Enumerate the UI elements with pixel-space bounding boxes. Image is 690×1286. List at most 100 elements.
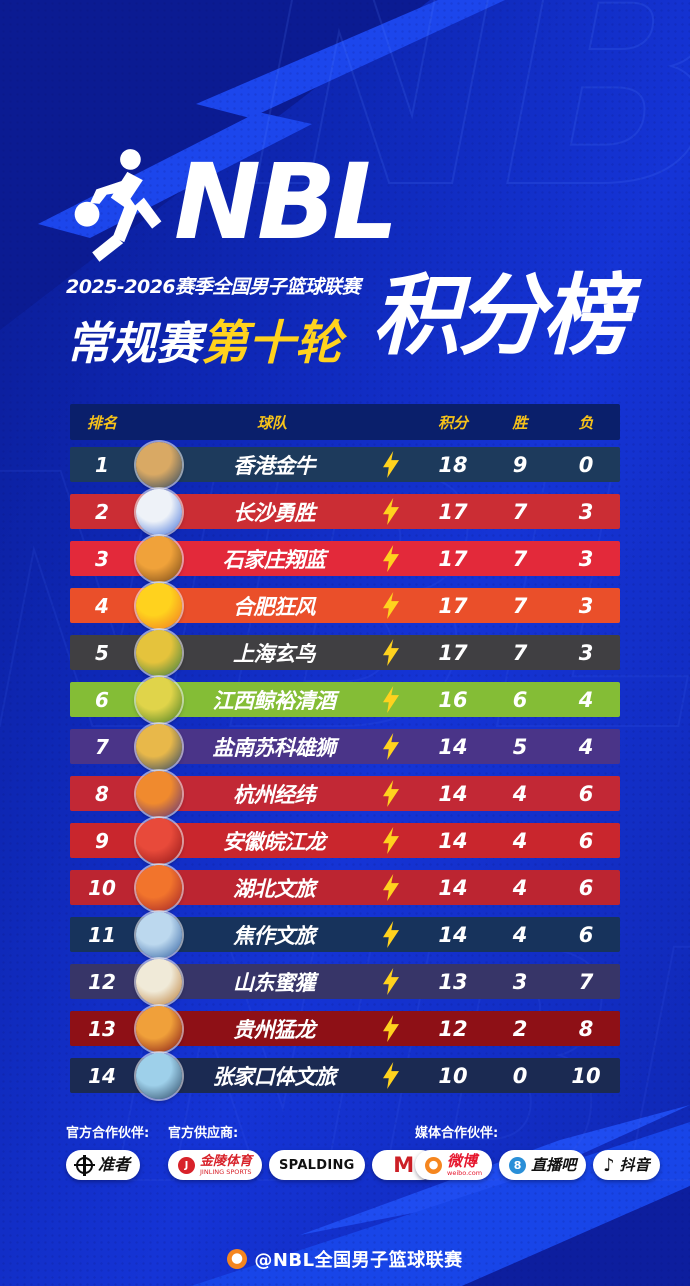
points: 17 [438, 546, 468, 571]
table-row: 7 盐南苏科雄狮 14 5 4 [70, 723, 620, 770]
zhibo8-label: 直播吧 [531, 1155, 577, 1174]
sponsor-logo-douyin: ♪ 抖音 [593, 1150, 660, 1180]
douyin-label: 抖音 [619, 1155, 650, 1174]
wins: 7 [512, 640, 528, 665]
losses: 10 [571, 1063, 601, 1088]
wins: 4 [512, 875, 528, 900]
sponsor-logo-spalding: SPALDING [269, 1150, 365, 1180]
weibo-label: 微博 weibo.com [447, 1151, 483, 1177]
points: 14 [438, 922, 468, 947]
bolt-cell [364, 639, 418, 666]
team-logo-icon [136, 770, 182, 817]
douyin-icon: ♪ [603, 1154, 615, 1176]
team-logo-icon [136, 629, 182, 676]
team-name: 香港金牛 [233, 453, 316, 478]
points: 10 [438, 1063, 468, 1088]
table-row: 4 合肥狂风 17 7 3 [70, 582, 620, 629]
jinling-sports-label: 金陵体育 JINLING SPORTS [200, 1153, 253, 1176]
rank: 9 [95, 828, 109, 853]
round-label: 第十轮 [201, 316, 343, 371]
bolt-cell [364, 451, 418, 478]
col-team: 球队 [256, 413, 287, 432]
points: 14 [438, 781, 468, 806]
table-row: 8 杭州经纬 14 4 6 [70, 770, 620, 817]
points: 13 [438, 969, 468, 994]
team-logo [134, 535, 184, 582]
rank: 4 [95, 593, 109, 618]
rank: 3 [95, 546, 109, 571]
sponsor-group-partner: 官方合作伙伴: 准者 [66, 1122, 149, 1180]
rank: 6 [95, 687, 109, 712]
sponsor-group-supplier: 官方供应商: J 金陵体育 JINLING SPORTS SPALDING M [168, 1122, 436, 1180]
wins: 7 [512, 593, 528, 618]
rigorer-icon [74, 1154, 95, 1176]
partner-logos: 准者 [66, 1150, 149, 1180]
team-name: 焦作文旅 [233, 923, 316, 948]
partner-label: 官方合作伙伴: [66, 1126, 150, 1141]
losses: 6 [578, 828, 594, 853]
team-logo-icon [136, 1005, 182, 1052]
league-logo: NBL [64, 141, 399, 270]
points: 18 [438, 452, 468, 477]
bolt-cell [364, 733, 418, 760]
footer: @NBL全国男子篮球联赛 [0, 1246, 690, 1272]
lightning-icon [383, 733, 399, 760]
team-logo [134, 911, 184, 958]
bolt-cell [364, 686, 418, 713]
rank: 10 [88, 875, 116, 900]
bolt-cell [364, 968, 418, 995]
points: 12 [438, 1016, 468, 1041]
bolt-cell [364, 921, 418, 948]
sponsor-group-media: 媒体合作伙伴: 微博 weibo.com 8 直播吧 ♪ 抖音 [415, 1122, 660, 1180]
sponsor-logo-jinling-sports: J 金陵体育 JINLING SPORTS [168, 1150, 263, 1180]
team-logo-icon [136, 958, 182, 1005]
points: 14 [438, 828, 468, 853]
team-name: 长沙勇胜 [233, 500, 316, 525]
stage-label: 常规赛 [66, 317, 202, 370]
losses: 4 [578, 734, 594, 759]
table-row: 12 山东蜜獾 13 3 7 [70, 958, 620, 1005]
team-name: 石家庄翔蓝 [222, 547, 326, 572]
team-logo [134, 1005, 184, 1052]
team-name: 盐南苏科雄狮 [212, 735, 337, 760]
losses: 3 [578, 593, 594, 618]
col-losses: 负 [578, 413, 594, 432]
bolt-cell [364, 498, 418, 525]
team-logo-icon [136, 582, 182, 629]
nbl-wordmark: NBL [174, 141, 399, 263]
col-rank: 排名 [86, 413, 117, 432]
team-logo [134, 770, 184, 817]
wins: 4 [512, 828, 528, 853]
team-logo-icon [136, 864, 182, 911]
wins: 7 [512, 499, 528, 524]
team-logo-icon [136, 911, 182, 958]
points: 17 [438, 640, 468, 665]
spalding-label: SPALDING [279, 1157, 355, 1173]
team-logo-icon [136, 1052, 182, 1099]
bolt-cell [364, 780, 418, 807]
rank: 2 [95, 499, 109, 524]
team-name: 杭州经纬 [233, 782, 316, 807]
team-logo-icon [136, 676, 182, 723]
rank: 8 [95, 781, 109, 806]
team-name: 张家口体文旅 [212, 1064, 337, 1089]
bolt-cell [364, 592, 418, 619]
lightning-icon [383, 921, 399, 948]
losses: 3 [578, 546, 594, 571]
points: 17 [438, 499, 468, 524]
lightning-icon [383, 639, 399, 666]
wins: 5 [512, 734, 528, 759]
rank: 7 [95, 734, 109, 759]
team-name: 江西鲸裕清酒 [212, 688, 337, 713]
lightning-icon [383, 592, 399, 619]
wins: 6 [512, 687, 528, 712]
losses: 7 [578, 969, 594, 994]
supplier-label: 官方供应商: [168, 1126, 239, 1141]
bolt-cell [364, 1015, 418, 1042]
losses: 3 [578, 640, 594, 665]
rank: 1 [95, 452, 109, 477]
supplier-logos: J 金陵体育 JINLING SPORTS SPALDING M [168, 1150, 436, 1180]
table-row: 5 上海玄鸟 17 7 3 [70, 629, 620, 676]
losses: 6 [578, 922, 594, 947]
